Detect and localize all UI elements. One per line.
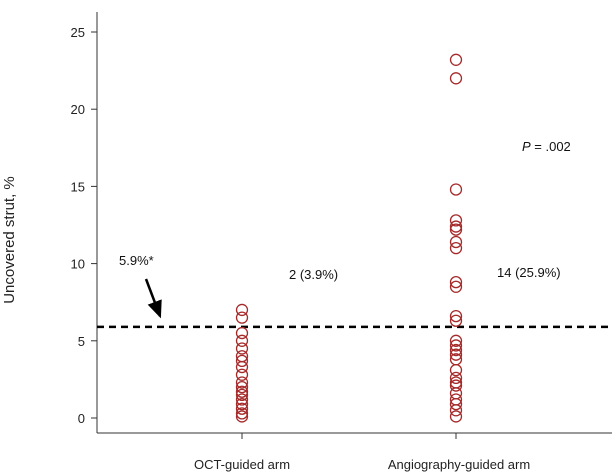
y-tick-label: 20	[71, 102, 85, 117]
y-axis-title: Uncovered strut, %	[1, 176, 18, 304]
angio-data-point	[449, 309, 463, 323]
y-tick-label: 25	[71, 25, 85, 40]
angio-data-point	[449, 343, 463, 357]
angio-count-label: 14 (25.9%)	[497, 265, 561, 280]
oct-data-point	[235, 334, 249, 347]
angio-data-point	[449, 404, 463, 417]
oct-data-point	[235, 393, 249, 406]
angio-data-point	[449, 397, 463, 411]
y-tick-label: 15	[71, 179, 85, 194]
angio-data-point	[449, 410, 463, 423]
oct-data-point	[235, 354, 249, 368]
oct-data-point	[235, 402, 249, 415]
oct-data-point	[235, 342, 249, 355]
threshold-label: 5.9%*	[119, 253, 154, 268]
y-tick-label: 0	[78, 411, 85, 426]
oct-data-point	[235, 311, 249, 324]
x-category-label-angio: Angiography-guided arm	[388, 457, 530, 472]
oct-data-point	[235, 326, 249, 340]
oct-data-point	[235, 385, 249, 398]
angio-data-point	[449, 363, 463, 377]
y-tick-label: 10	[71, 257, 85, 272]
angio-data-point	[449, 339, 463, 352]
y-ticks: 0 5 10 15 20 25	[71, 25, 97, 426]
angio-data-point	[449, 334, 463, 347]
angio-data-point	[449, 280, 463, 293]
angio-data-point	[449, 242, 463, 255]
angio-data-point	[449, 387, 463, 400]
y-tick-label: 5	[78, 334, 85, 349]
angio-data-point	[449, 371, 463, 385]
oct-data-point	[235, 410, 249, 423]
oct-data-point	[235, 303, 249, 317]
oct-data-point	[235, 397, 249, 411]
angio-data-point	[449, 223, 463, 236]
angio-data-point	[449, 275, 463, 289]
oct-data-point	[235, 376, 249, 389]
data-points	[235, 53, 463, 423]
angio-data-point	[449, 53, 463, 66]
oct-data-point	[235, 360, 249, 374]
angio-data-point	[449, 183, 463, 196]
angio-data-point	[449, 235, 463, 249]
p-value-label: P = .002	[522, 139, 571, 154]
angio-data-point	[449, 314, 463, 327]
oct-data-point	[235, 407, 249, 420]
angio-data-point	[449, 72, 463, 85]
threshold-arrow	[144, 278, 162, 319]
angio-data-point	[449, 220, 463, 233]
oct-data-point	[235, 368, 249, 381]
p-symbol: P	[522, 139, 531, 154]
oct-count-label: 2 (3.9%)	[289, 267, 338, 282]
oct-data-point	[235, 380, 249, 394]
p-value: = .002	[531, 139, 571, 154]
angio-data-point	[449, 348, 463, 361]
angio-data-point	[449, 214, 463, 227]
oct-data-point	[235, 388, 249, 401]
x-category-label-oct: OCT-guided arm	[194, 457, 290, 472]
angio-data-point	[449, 379, 463, 392]
